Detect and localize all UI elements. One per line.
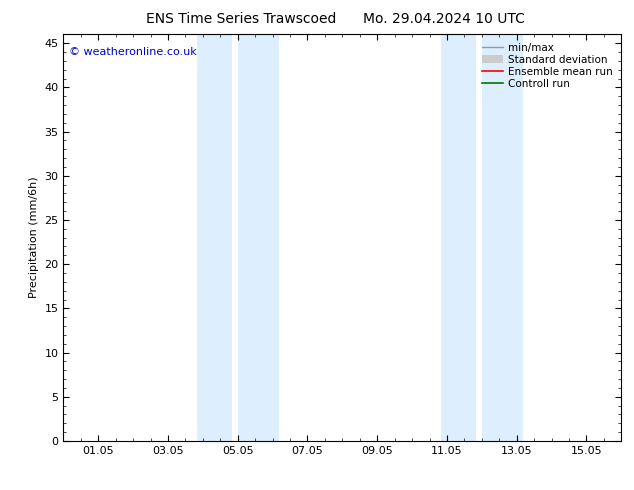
Text: Mo. 29.04.2024 10 UTC: Mo. 29.04.2024 10 UTC [363,12,525,26]
Y-axis label: Precipitation (mm/6h): Precipitation (mm/6h) [29,177,39,298]
Bar [482,34,522,441]
Bar [197,34,232,441]
Bar [238,34,278,441]
Text: ENS Time Series Trawscoed: ENS Time Series Trawscoed [146,12,336,26]
Legend: min/max, Standard deviation, Ensemble mean run, Controll run: min/max, Standard deviation, Ensemble me… [479,40,616,92]
Text: © weatheronline.co.uk: © weatheronline.co.uk [69,47,197,56]
Bar [441,34,476,441]
